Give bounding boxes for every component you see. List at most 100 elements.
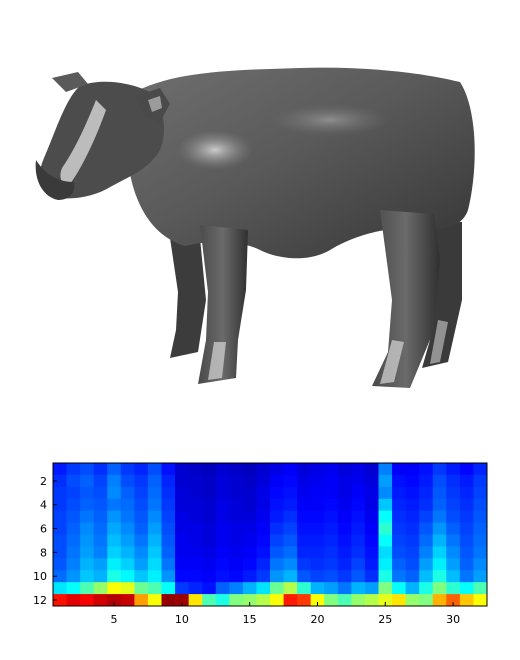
heatmap-cell [120, 582, 135, 595]
heatmap-cell [215, 594, 230, 607]
heatmap-cell [297, 582, 312, 595]
heatmap-cell [229, 498, 244, 512]
heatmap-cell [215, 546, 230, 559]
heatmap-cell [297, 570, 312, 583]
heatmap-cell [324, 486, 339, 500]
heatmap-cell [351, 474, 366, 488]
heatmap-cell [297, 510, 312, 523]
heatmap-cell [80, 474, 95, 488]
x-tick-label: 25 [378, 613, 392, 626]
heatmap-cell [229, 546, 244, 559]
heatmap-cell [120, 510, 135, 523]
heatmap-cell [120, 463, 135, 476]
heatmap-cell [324, 534, 339, 547]
heatmap-cell [161, 582, 176, 595]
heatmap-frame [52, 462, 488, 607]
heatmap-cell [80, 486, 95, 500]
heatmap-cell [446, 582, 461, 595]
heatmap-cell [270, 510, 284, 523]
heatmap-cell [242, 474, 257, 488]
heatmap-cell [93, 463, 108, 476]
heatmap-cell [310, 582, 325, 595]
heatmap-cell [147, 582, 162, 595]
heatmap-cell [419, 546, 434, 559]
heatmap-cell [120, 486, 135, 500]
heatmap-cell [310, 474, 325, 488]
heatmap-cell [188, 474, 203, 488]
heatmap-cell [324, 558, 339, 571]
heatmap-cell [93, 486, 108, 500]
heatmap-cell [80, 522, 95, 535]
y-axis: 2 4 6 8 10 12 [33, 475, 57, 607]
heatmap-cell [147, 534, 162, 547]
heatmap-cell [229, 534, 244, 547]
heatmap-cell [459, 582, 474, 595]
heatmap-cell [202, 510, 217, 523]
heatmap-cell [432, 486, 447, 500]
heatmap-cell [297, 522, 312, 535]
heatmap-cell [175, 510, 190, 523]
heatmap-cell [134, 558, 149, 571]
heatmap-cell [378, 498, 393, 512]
heatmap-cell [473, 546, 488, 559]
heatmap-cell [161, 570, 176, 583]
heatmap-cell [66, 522, 81, 535]
heatmap-cell [229, 486, 244, 500]
heatmap-cell [337, 474, 352, 488]
heatmap-cell [392, 546, 407, 559]
heatmap-cell [242, 594, 257, 607]
heatmap-cell [364, 498, 379, 512]
heatmap-cell [337, 486, 352, 500]
heatmap-cell [473, 463, 488, 476]
heatmap-cell [66, 546, 81, 559]
heatmap-cell [161, 474, 176, 488]
heatmap-cell [66, 558, 81, 571]
heatmap-cell [120, 534, 135, 547]
heatmap-cell [147, 498, 162, 512]
heatmap-cell [446, 570, 461, 583]
heatmap-cell [107, 570, 122, 583]
heatmap-cell [378, 522, 393, 535]
heatmap-cell [147, 558, 162, 571]
heatmap-cell [432, 582, 447, 595]
heatmap-cell [337, 570, 352, 583]
heatmap-cell [283, 558, 298, 571]
heatmap-cell [378, 510, 393, 523]
heatmap-cell [134, 486, 149, 500]
heatmap-cell [53, 486, 67, 500]
heatmap-cell [53, 522, 67, 535]
heatmap-cell [364, 546, 379, 559]
heatmap-cell [392, 474, 407, 488]
heatmap-cell [419, 474, 434, 488]
heatmap-cell [459, 570, 474, 583]
heatmap-cell [53, 463, 67, 476]
heatmap-cell [446, 522, 461, 535]
heatmap-cell [432, 570, 447, 583]
heatmap-cell [256, 558, 271, 571]
heatmap-cell [188, 594, 203, 607]
heatmap-cell [93, 498, 108, 512]
heatmap-cell [283, 463, 298, 476]
heatmap-cell [270, 594, 284, 607]
heatmap-cell [66, 594, 81, 607]
heatmap-cell [107, 463, 122, 476]
cow-model [35, 67, 475, 388]
x-tick-label: 15 [243, 613, 257, 626]
heatmap-cell [392, 558, 407, 571]
heatmap-cell [256, 534, 271, 547]
heatmap-cell [175, 522, 190, 535]
heatmap-cell [229, 463, 244, 476]
heatmap-cell [66, 582, 81, 595]
heatmap-cell [378, 594, 393, 607]
heatmap-cell [242, 558, 257, 571]
heatmap-cell [324, 463, 339, 476]
heatmap-cell [256, 594, 271, 607]
heatmap-cell [378, 534, 393, 547]
heatmap-cell [188, 534, 203, 547]
heatmap-cell [446, 486, 461, 500]
x-tick-label: 20 [310, 613, 324, 626]
heatmap-cell [175, 474, 190, 488]
heatmap-cell [80, 463, 95, 476]
heatmap-cell [134, 474, 149, 488]
heatmap-cell [419, 534, 434, 547]
